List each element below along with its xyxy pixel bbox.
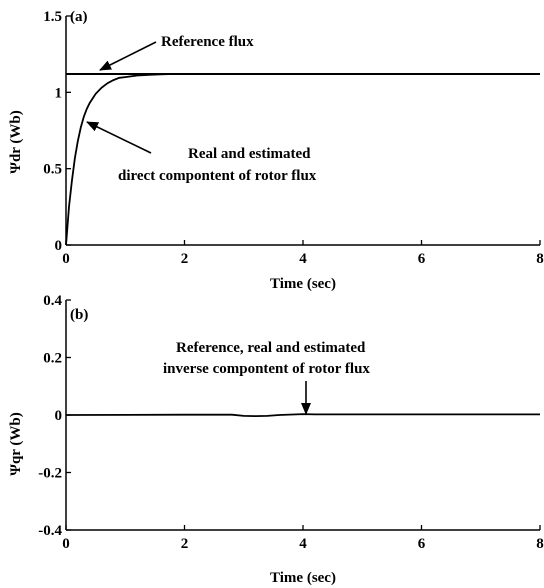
panel-b-xtick-label: 2: [181, 536, 189, 552]
panel-a-xtick-label: 0: [62, 251, 70, 267]
panel-a-xlabel: Time (sec): [270, 276, 336, 292]
panel-a-xtick-label: 2: [181, 251, 189, 267]
panel-b-ytick-label: -0.4: [38, 523, 62, 539]
panel-a-xtick-label: 6: [418, 251, 426, 267]
panel-b-xtick-label: 6: [418, 536, 426, 552]
panel-a-xtick-label: 8: [536, 251, 544, 267]
panel-b-series-reference-real-estimated: [65, 413, 540, 418]
panel-b-ytick-label: 0: [55, 408, 63, 424]
panel-b-xtick-label: 0: [62, 536, 70, 552]
panel-a-ytick-label: 0.5: [43, 162, 62, 178]
annotation-real-estimated-line1: Real and estimated: [188, 146, 311, 162]
panel-b-ytick-label: 0.2: [43, 351, 62, 367]
panel-a-label: (a): [70, 9, 88, 25]
annotation-inverse-line2: inverse compontent of rotor flux: [163, 361, 370, 377]
arrow-real-estimated: [86, 121, 152, 154]
panel-b-ytick-label: -0.2: [38, 466, 62, 482]
panel-b-xlabel: Time (sec): [270, 570, 336, 586]
annotation-reference-flux: Reference flux: [161, 34, 254, 50]
panel-b-xtick-label: 8: [536, 536, 544, 552]
panel-b-ytick-label: 0.4: [43, 293, 62, 309]
panel-a-ylabel: Ψdr (Wb): [8, 110, 24, 174]
panel-b-label: (b): [70, 307, 88, 323]
panel-a-ytick-label: 0: [55, 238, 63, 254]
panel-a-ytick-label: 1.5: [43, 9, 62, 25]
annotation-inverse-line1: Reference, real and estimated: [176, 340, 366, 356]
annotation-real-estimated-line2: direct compontent of rotor flux: [118, 168, 317, 184]
panel-b-ylabel: Ψqr (Wb): [8, 412, 24, 476]
panel-a-ytick-label: 1: [55, 85, 63, 101]
panel-a-series-real-estimated: [65, 73, 173, 246]
panel-a-xtick-label: 4: [299, 251, 307, 267]
panel-b-xtick-label: 4: [299, 536, 307, 552]
arrow-reference-flux: [99, 41, 157, 71]
